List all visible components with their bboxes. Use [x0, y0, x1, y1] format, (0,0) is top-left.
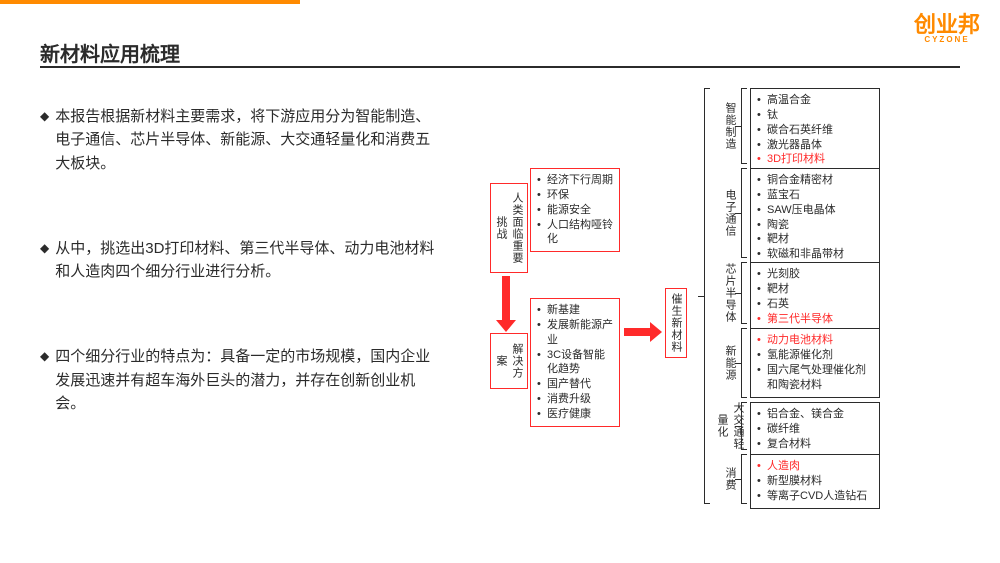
- category-box-2: 光刻胶靶材石英第三代半导体: [750, 262, 880, 331]
- arrow-right-icon: [624, 328, 652, 336]
- category-bracket-0: [741, 88, 749, 164]
- challenge-label: 人类面临重要挑战: [490, 183, 528, 273]
- bullet-text: 本报告根据新材料主要需求，将下游应用分为智能制造、电子通信、芯片半导体、新能源、…: [55, 105, 440, 175]
- brand-logo: 创业邦 CYZONE: [914, 14, 980, 44]
- category-bracket-5: [741, 454, 749, 504]
- category-bracket-1: [741, 168, 749, 258]
- category-bracket-2: [741, 262, 749, 324]
- top-accent-bar: [0, 0, 1000, 4]
- logo-text: 创业邦: [914, 12, 980, 37]
- bullet-item: ◆四个细分行业的特点为：具备一定的市场规模，国内企业发展迅速并有超车海外巨头的潜…: [40, 345, 440, 415]
- category-bracket-3: [741, 328, 749, 398]
- bullet-item: ◆从中，挑选出3D打印材料、第三代半导体、动力电池材料和人造肉四个细分行业进行分…: [40, 237, 440, 284]
- solution-label: 解决方案: [490, 333, 528, 389]
- challenges-box: 经济下行周期环保能源安全人口结构哑铃化: [530, 168, 620, 252]
- category-bracket-4: [741, 402, 749, 450]
- category-box-5: 人造肉新型膜材料等离子CVD人造钻石: [750, 454, 880, 509]
- arrow-down-icon: [502, 276, 510, 322]
- category-box-4: 铝合金、镁合金碳纤维复合材料: [750, 402, 880, 457]
- bullet-item: ◆本报告根据新材料主要需求，将下游应用分为智能制造、电子通信、芯片半导体、新能源…: [40, 105, 440, 175]
- diamond-icon: ◆: [40, 345, 49, 415]
- solutions-box: 新基建发展新能源产业3C设备智能化趋势国产替代消费升级医疗健康: [530, 298, 620, 427]
- bullet-list: ◆本报告根据新材料主要需求，将下游应用分为智能制造、电子通信、芯片半导体、新能源…: [40, 105, 440, 477]
- flowchart-diagram: 人类面临重要挑战解决方案 经济下行周期环保能源安全人口结构哑铃化新基建发展新能源产…: [470, 88, 990, 548]
- category-box-0: 高温合金钛碳合石英纤维激光器晶体3D打印材料: [750, 88, 880, 172]
- bullet-text: 从中，挑选出3D打印材料、第三代半导体、动力电池材料和人造肉四个细分行业进行分析…: [55, 237, 440, 284]
- catalyst-label: 催生新材料: [665, 288, 687, 358]
- title-underline: [40, 66, 960, 68]
- master-bracket: [704, 88, 712, 504]
- page-title: 新材料应用梳理: [40, 38, 180, 67]
- diamond-icon: ◆: [40, 105, 49, 175]
- logo-subtext: CYZONE: [914, 36, 980, 44]
- diamond-icon: ◆: [40, 237, 49, 284]
- category-box-1: 铜合金精密材蓝宝石SAW压电晶体陶瓷靶材软磁和非晶带材: [750, 168, 880, 267]
- category-box-3: 动力电池材料氢能源催化剂国六尾气处理催化剂和陶瓷材料: [750, 328, 880, 398]
- bullet-text: 四个细分行业的特点为：具备一定的市场规模，国内企业发展迅速并有超车海外巨头的潜力…: [55, 345, 440, 415]
